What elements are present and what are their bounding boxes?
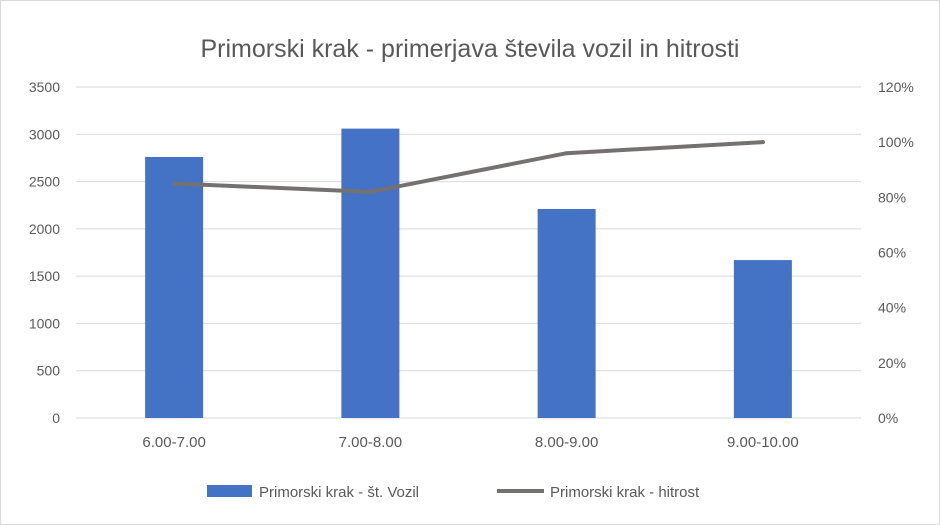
left-tick-label: 3000 bbox=[29, 126, 60, 142]
legend-bar-swatch bbox=[207, 485, 252, 497]
right-axis-ticks: 0% 20% 40% 60% 80% 100% 120% bbox=[878, 79, 914, 426]
right-tick-label: 120% bbox=[878, 79, 914, 95]
left-tick-label: 2000 bbox=[29, 221, 60, 237]
category-label: 7.00-8.00 bbox=[339, 434, 402, 451]
category-label: 9.00-10.00 bbox=[727, 434, 799, 451]
line-path bbox=[172, 140, 765, 194]
bar bbox=[733, 260, 792, 418]
right-tick-label: 0% bbox=[878, 410, 898, 426]
left-tick-label: 3500 bbox=[29, 79, 60, 95]
bar bbox=[537, 208, 596, 418]
left-tick-label: 1500 bbox=[29, 268, 60, 284]
line-point bbox=[368, 189, 373, 194]
chart-title: Primorski krak - primerjava števila vozi… bbox=[200, 35, 739, 63]
line-point bbox=[760, 140, 765, 145]
category-label: 6.00-7.00 bbox=[142, 434, 205, 451]
right-tick-label: 80% bbox=[878, 189, 906, 205]
bar-series bbox=[145, 128, 792, 419]
right-tick-label: 40% bbox=[878, 300, 906, 316]
right-tick-label: 60% bbox=[878, 245, 906, 261]
bar bbox=[145, 156, 204, 419]
line-point bbox=[172, 181, 177, 186]
bar bbox=[341, 128, 400, 418]
gridlines bbox=[76, 86, 861, 419]
category-label: 8.00-9.00 bbox=[535, 434, 598, 451]
left-tick-label: 2500 bbox=[29, 174, 60, 190]
left-axis-ticks: 0 500 1000 1500 2000 2500 3000 3500 bbox=[29, 79, 60, 426]
legend: Primorski krak - št. Vozil Primorski kra… bbox=[207, 484, 700, 501]
category-axis-labels: 6.00-7.00 7.00-8.00 8.00-9.00 9.00-10.00 bbox=[142, 434, 798, 451]
left-tick-label: 0 bbox=[52, 410, 60, 426]
legend-bar-label: Primorski krak - št. Vozil bbox=[259, 484, 419, 501]
left-tick-label: 1000 bbox=[29, 315, 60, 331]
right-tick-label: 20% bbox=[878, 355, 906, 371]
line-point bbox=[564, 151, 569, 156]
right-tick-label: 100% bbox=[878, 134, 914, 150]
left-tick-label: 500 bbox=[37, 363, 61, 379]
line-series bbox=[172, 140, 765, 194]
legend-line-label: Primorski krak - hitrost bbox=[550, 484, 700, 501]
